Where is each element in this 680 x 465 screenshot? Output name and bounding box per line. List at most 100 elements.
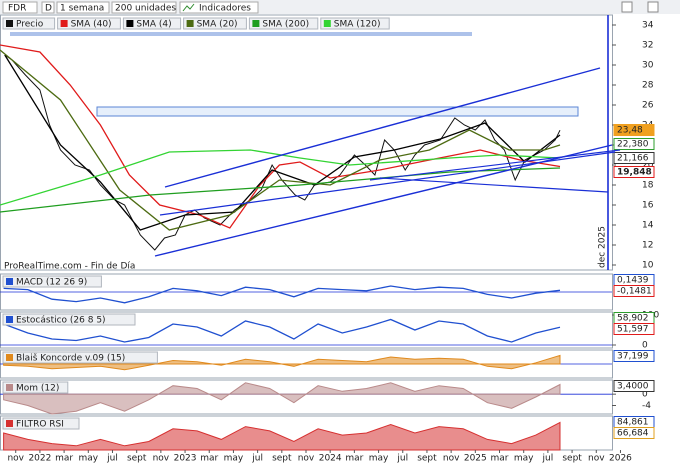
price-line xyxy=(0,149,561,206)
panel-title-box xyxy=(2,417,80,430)
x-tick-label: mar xyxy=(345,454,363,464)
x-tick-label: 2025 xyxy=(464,454,487,464)
last-value-box xyxy=(613,152,655,164)
panel-title-icon xyxy=(6,354,13,361)
legend-box xyxy=(122,17,182,30)
period-box[interactable] xyxy=(56,1,110,14)
last-value-label: 58,902 xyxy=(617,314,649,324)
legend-swatch xyxy=(126,20,134,27)
trend-line xyxy=(369,149,621,181)
legend-box xyxy=(183,17,247,30)
last-value-label: 23,48 xyxy=(617,126,643,136)
panel-title-box xyxy=(2,381,69,394)
x-tick-label: 2024 xyxy=(319,454,342,464)
y-tick-label: 14 xyxy=(642,221,654,231)
plots: 10121416182022242628303234PrecioSMA (40)… xyxy=(0,14,659,464)
date-marker-label: dec 2025 xyxy=(598,226,608,268)
x-tick-label: nov xyxy=(153,454,170,464)
price-line xyxy=(4,54,561,251)
price-line xyxy=(0,167,561,213)
legend-label: SMA (40) xyxy=(71,20,112,30)
x-tick-label: sept xyxy=(272,454,292,464)
last-value-box xyxy=(613,380,655,392)
indicator-area xyxy=(3,382,561,415)
x-tick-label: 2022 xyxy=(28,454,51,464)
last-value-box xyxy=(613,138,655,150)
legend-swatch xyxy=(323,20,331,27)
legend-label: SMA (20) xyxy=(197,20,238,30)
mode-box[interactable] xyxy=(41,1,55,14)
legend-label: Precio xyxy=(16,20,44,30)
symbol-box[interactable] xyxy=(2,1,38,14)
indicator-line xyxy=(3,285,561,304)
last-value-box xyxy=(613,166,655,178)
period[interactable]: 1 semana xyxy=(60,4,104,14)
x-tick-label: sept xyxy=(562,454,582,464)
drawings: dec 2025 ProRealTime.com - Fin de Día xyxy=(4,15,621,272)
y-tick-label: 18 xyxy=(642,181,654,191)
units-box[interactable] xyxy=(111,1,177,14)
x-tick-label: sept xyxy=(417,454,437,464)
last-value-label: 19,848 xyxy=(617,168,652,178)
source: ProRealTime.com - Fin de Día xyxy=(4,262,135,272)
mode[interactable]: D xyxy=(45,4,52,14)
x-tick-label: nov xyxy=(7,454,24,464)
symbol[interactable]: FDR xyxy=(8,4,26,14)
y-tick-label: 20 xyxy=(642,161,654,171)
y-tick-label: 30 xyxy=(642,61,654,71)
price-line xyxy=(0,44,561,229)
panel-title-icon xyxy=(6,278,13,285)
indicators-icon xyxy=(182,3,195,12)
last-value-box xyxy=(613,285,655,297)
y-tick-label: 28 xyxy=(642,81,654,91)
x-tick-label: may xyxy=(224,454,244,464)
last-value-label: 3,4000 xyxy=(617,382,649,392)
panel-title-box xyxy=(2,351,158,364)
legend-box xyxy=(248,17,319,30)
x-tick-label: mar xyxy=(491,454,509,464)
indicators[interactable]: Indicadores xyxy=(199,4,251,14)
y-tick-label: 0 xyxy=(642,390,648,400)
x-tick-label: jul xyxy=(106,454,118,464)
last-value-label: 21,166 xyxy=(617,154,649,164)
last-value-box xyxy=(613,427,655,439)
last-value-label: 37,199 xyxy=(617,352,649,362)
last-value-label: 22,380 xyxy=(617,140,649,150)
x-tick-label: may xyxy=(514,454,534,464)
toolbar: FDR D 1 semana 200 unidades Indicadores xyxy=(0,0,680,14)
x-tick-label: jul xyxy=(542,454,554,464)
y-tick-label: 12 xyxy=(642,241,653,251)
panel-title: Blaiš Koncorde v.09 (15) xyxy=(16,353,125,364)
x-tick-label: nov xyxy=(588,454,605,464)
last-value-box xyxy=(613,350,655,362)
window-icon[interactable] xyxy=(621,1,633,13)
y-tick-label: -4 xyxy=(642,401,651,411)
panel-title-icon xyxy=(6,420,13,427)
indicators-box[interactable] xyxy=(179,1,259,14)
panel-title-box xyxy=(2,313,136,326)
y-tick-label: 10 xyxy=(642,261,654,271)
legend-label: SMA (120) xyxy=(334,20,381,30)
units[interactable]: 200 unidades xyxy=(115,4,176,14)
last-value-label: 0,1439 xyxy=(617,276,649,286)
last-value-label: 66,684 xyxy=(617,429,649,439)
legend-label: SMA (4) xyxy=(136,20,171,30)
x-tick-label: may xyxy=(78,454,98,464)
last-value-box xyxy=(613,124,655,136)
panel-title: FILTRO RSI xyxy=(16,420,64,430)
x-tick-label: mar xyxy=(55,454,73,464)
legend-swatch xyxy=(60,20,68,27)
legend-box xyxy=(320,17,390,30)
price-line xyxy=(0,49,561,231)
trend-line xyxy=(159,151,616,216)
zone-box xyxy=(96,106,579,117)
x-tick-label: 2023 xyxy=(174,454,197,464)
x-tick-label: sept xyxy=(127,454,147,464)
y-tick-label: 0 xyxy=(642,341,648,351)
x-tick-label: 2026 xyxy=(609,454,632,464)
x-tick-label: may xyxy=(369,454,389,464)
x-tick-label: nov xyxy=(298,454,315,464)
panel-title: Estocástico (26 8 5) xyxy=(16,316,106,326)
close-icon[interactable] xyxy=(647,1,659,13)
